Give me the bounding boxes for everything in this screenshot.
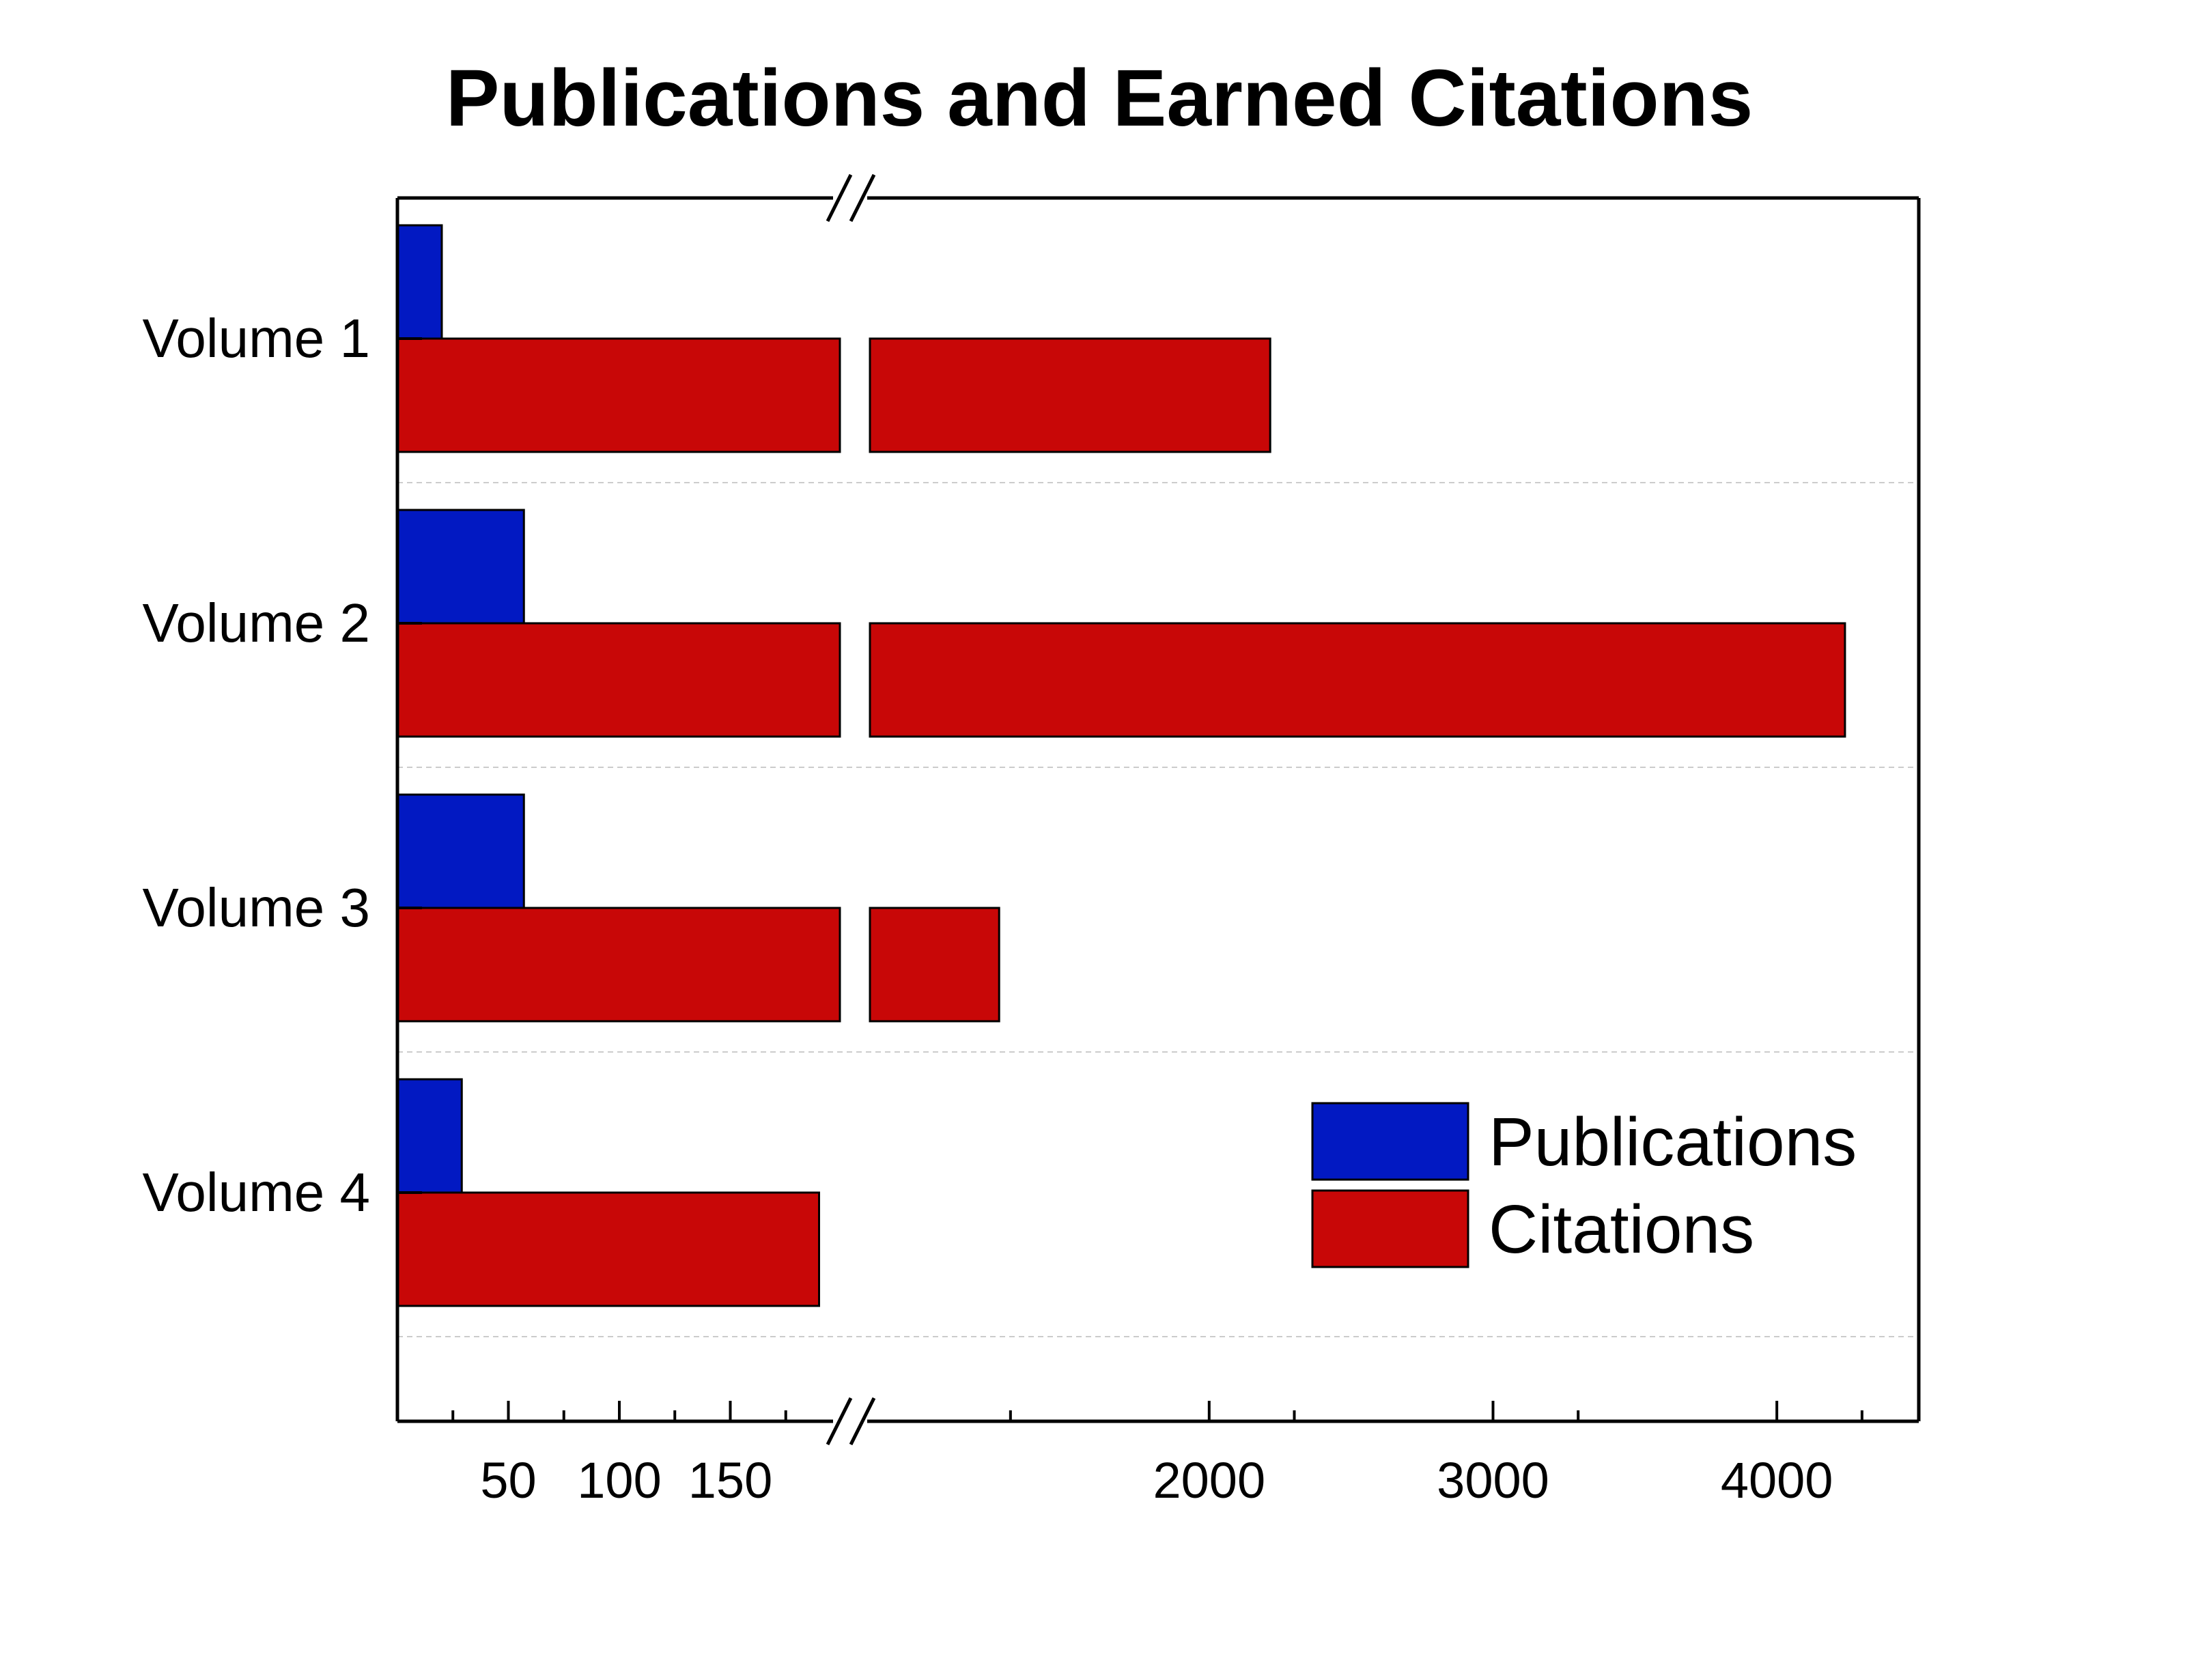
gridlines [397, 482, 1919, 1337]
x-tick-label: 100 [577, 1452, 661, 1509]
axis-break-mark [849, 1397, 876, 1446]
bar-citations [869, 907, 1000, 1023]
chart-title: Publications and Earned Citations [446, 53, 1754, 143]
category-label: Volume 2 [142, 593, 370, 653]
axis-break-mark [826, 1397, 853, 1446]
bar-citations [396, 907, 841, 1023]
x-tick-label: 3000 [1437, 1452, 1549, 1509]
x-tick-label: 2000 [1153, 1452, 1265, 1509]
axis-break-mark [826, 173, 853, 223]
x-ticks: 50 100 150 2000 3000 4000 [451, 1401, 1863, 1509]
category-label: Volume 4 [142, 1162, 370, 1223]
bar-citations [396, 1191, 820, 1307]
bar-citations [396, 622, 841, 738]
bar-publications [396, 793, 525, 909]
bar-citations [396, 337, 841, 453]
category-label: Volume 1 [142, 308, 370, 369]
legend-label-publications: Publications [1489, 1104, 1857, 1180]
legend-label-citations: Citations [1489, 1191, 1754, 1268]
bar-publications [396, 224, 443, 340]
bar-publications [396, 1078, 463, 1194]
axes [395, 173, 1921, 1446]
x-tick-label: 150 [688, 1452, 772, 1509]
axis-break-mark [849, 173, 876, 223]
x-tick-label: 50 [480, 1452, 536, 1509]
x-tick-label: 4000 [1721, 1452, 1833, 1509]
bars [396, 224, 1846, 1307]
bar-citations [869, 622, 1846, 738]
legend-swatch-publications [1311, 1102, 1469, 1181]
bar-publications [396, 509, 525, 625]
legend-swatch-citations [1311, 1189, 1469, 1268]
bar-citations [869, 337, 1271, 453]
category-labels: Volume 1 Volume 2 Volume 3 Volume 4 [142, 308, 370, 1223]
legend: Publications Citations [1311, 1102, 1857, 1268]
category-label: Volume 3 [142, 877, 370, 938]
